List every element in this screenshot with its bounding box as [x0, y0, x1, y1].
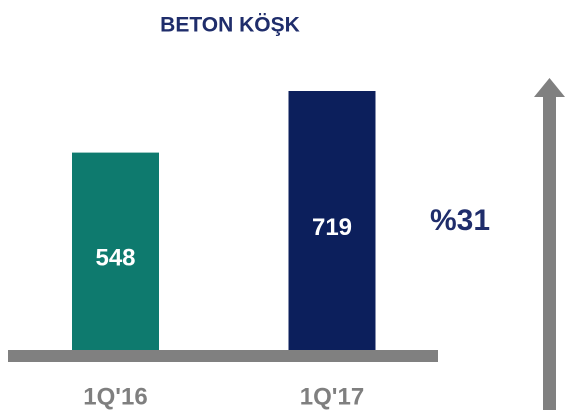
baseline — [8, 350, 438, 362]
x-tick-label: 1Q'17 — [300, 383, 364, 410]
bar — [72, 152, 159, 350]
annotation: %31 — [430, 204, 490, 237]
x-tick-label: 1Q'16 — [83, 383, 147, 410]
arrow-head — [534, 78, 565, 97]
value-label: 719 — [312, 214, 352, 241]
chart-title: BETON KÖŞK — [160, 14, 300, 37]
bar — [288, 91, 376, 350]
value-label: 548 — [95, 245, 135, 272]
growth-arrow — [534, 78, 565, 410]
arrow-shaft — [543, 95, 556, 410]
